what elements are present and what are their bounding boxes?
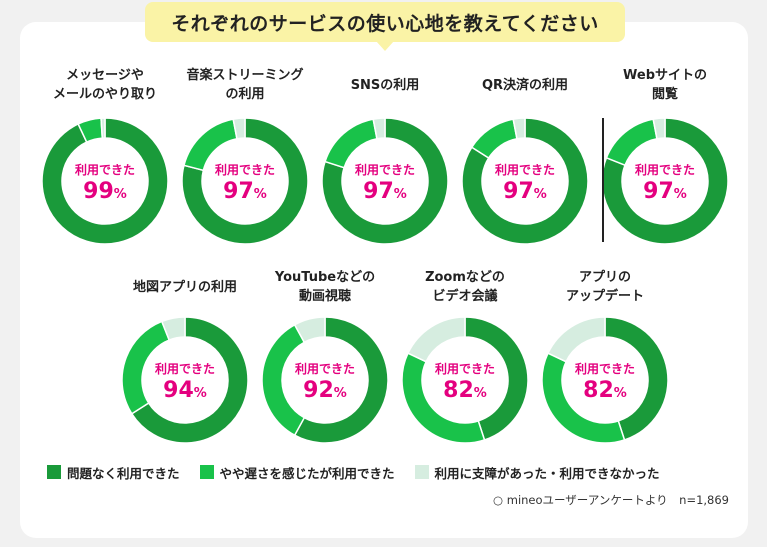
legend-swatch-blocked xyxy=(414,465,429,479)
donut-center-label: 利用できた xyxy=(354,163,415,177)
donut-chart xyxy=(42,118,168,244)
donut-percent-sign: % xyxy=(533,187,547,202)
donut-percent-number: 99 xyxy=(83,179,114,204)
donut-segment xyxy=(100,118,106,139)
donut-segment xyxy=(130,317,248,443)
donut-percent-sign: % xyxy=(333,386,347,401)
legend-label-no-problem: 問題なく利用できた xyxy=(67,465,180,481)
donut-percent-sign: % xyxy=(113,187,127,202)
donut-percent-sign: % xyxy=(473,386,487,401)
legend-item-blocked: 利用に支障があった・利用できなかった xyxy=(414,463,660,482)
donut-center-label: 利用できた xyxy=(494,163,555,177)
donut-center-value: 97% xyxy=(455,179,595,204)
donut-percent-number: 94 xyxy=(163,378,194,403)
donut-percent-sign: % xyxy=(253,187,267,202)
donut-title: 音楽ストリーミング の利用 xyxy=(186,68,304,102)
donut-center-value: 97% xyxy=(315,179,455,204)
donut-segment xyxy=(232,118,246,140)
source-note: ○ mineoユーザーアンケートより n=1,869 xyxy=(493,493,729,507)
donut-title: アプリの アップデート xyxy=(565,270,644,304)
chart-title: それぞれのサービスの使い心地を教えてください xyxy=(145,2,625,51)
donut-segment xyxy=(293,317,388,443)
donut-center-value: 82% xyxy=(535,378,675,403)
donut-center-label: 利用できた xyxy=(74,163,135,177)
legend-label-slow: やや遅さを感じたが利用できた xyxy=(219,465,395,481)
legend: 問題なく利用できた やや遅さを感じたが利用できた 利用に支障があった・利用できな… xyxy=(47,462,680,482)
donut-percent-sign: % xyxy=(613,386,627,401)
donut-segment xyxy=(182,118,308,244)
donut-segment xyxy=(546,317,606,363)
donut-center-value: 94% xyxy=(115,378,255,403)
legend-item-slow: やや遅さを感じたが利用できた xyxy=(199,463,395,482)
donut-center-value: 92% xyxy=(255,378,395,403)
donut-percent-sign: % xyxy=(193,386,207,401)
donut-chart xyxy=(322,118,448,244)
legend-label-blocked: 利用に支障があった・利用できなかった xyxy=(434,465,660,481)
donut-center-value: 82% xyxy=(395,378,535,403)
donut-segment xyxy=(372,118,386,140)
donut-chart xyxy=(402,317,528,443)
donut-percent-number: 97 xyxy=(223,179,254,204)
donut-percent-number: 97 xyxy=(363,179,394,204)
donut-title: YouTubeなどの 動画視聴 xyxy=(274,270,376,304)
donut-percent-number: 97 xyxy=(643,179,674,204)
donut-title: メッセージや メールのやり取り xyxy=(52,68,157,102)
donut-segment xyxy=(652,118,666,140)
donut-percent-sign: % xyxy=(673,187,687,202)
donut-percent-number: 97 xyxy=(503,179,534,204)
legend-swatch-no-problem xyxy=(47,465,61,479)
donut-center-label: 利用できた xyxy=(634,163,695,177)
donut-center-label: 利用できた xyxy=(154,362,215,376)
legend-swatch-slow xyxy=(199,465,214,479)
donut-segment xyxy=(462,118,588,244)
donut-segment xyxy=(42,118,168,244)
donut-center-label: 利用できた xyxy=(294,362,355,376)
donut-percent-number: 82 xyxy=(583,378,614,403)
donut-chart xyxy=(602,118,728,244)
donut-center-value: 99% xyxy=(35,179,175,204)
donut-chart xyxy=(542,317,668,443)
legend-item-no-problem: 問題なく利用できた xyxy=(47,463,180,482)
donut-segment xyxy=(470,118,518,159)
donut-segment xyxy=(160,317,186,341)
donut-center-value: 97% xyxy=(595,179,735,204)
donut-center-value: 97% xyxy=(175,179,315,204)
donut-segment xyxy=(605,118,658,167)
donut-chart xyxy=(122,317,248,443)
donut-segment xyxy=(512,118,526,140)
donut-percent-number: 82 xyxy=(443,378,474,403)
donut-percent-sign: % xyxy=(393,187,407,202)
donut-chart xyxy=(462,118,588,244)
donut-percent-number: 92 xyxy=(303,378,334,403)
donut-title: Webサイトの 閲覧 xyxy=(623,68,707,102)
divider-line xyxy=(602,118,604,242)
donut-center-label: 利用できた xyxy=(574,362,635,376)
chart-card xyxy=(20,22,748,538)
donut-segment xyxy=(406,317,466,363)
donut-center-label: 利用できた xyxy=(214,163,275,177)
donut-segment xyxy=(293,317,326,344)
donut-segment xyxy=(322,118,448,244)
donut-chart xyxy=(182,118,308,244)
donut-title: SNSの利用 xyxy=(350,78,420,93)
donut-center-label: 利用できた xyxy=(434,362,495,376)
donut-title: Zoomなどの ビデオ会議 xyxy=(425,270,505,304)
donut-title: QR決済の利用 xyxy=(481,78,569,93)
donut-chart xyxy=(262,317,388,443)
donut-title: 地図アプリの利用 xyxy=(132,280,237,295)
